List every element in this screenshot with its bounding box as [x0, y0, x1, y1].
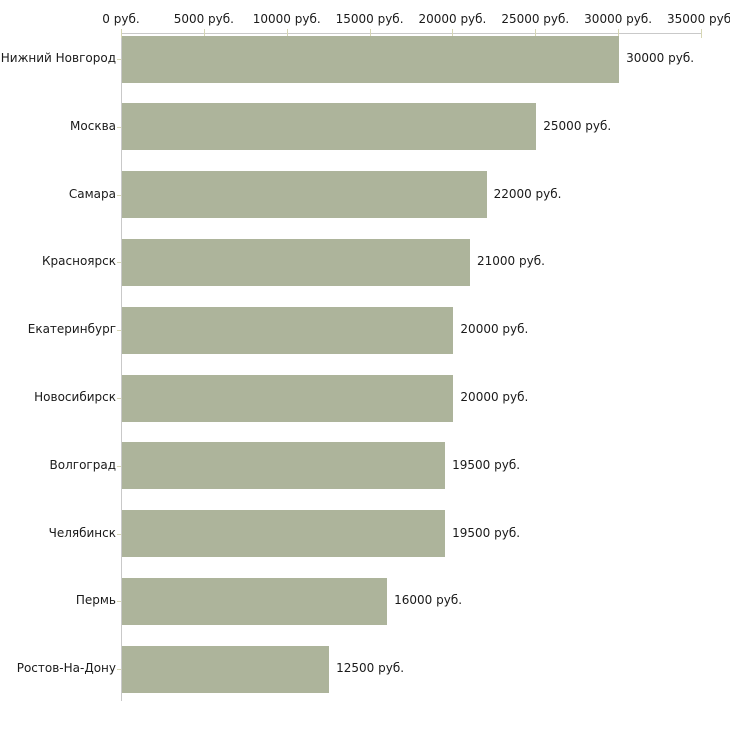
x-tick-label: 25000 руб. — [501, 12, 570, 26]
y-tick-mark — [117, 669, 121, 671]
category-label: Нижний Новгород — [0, 51, 116, 65]
x-tick-mark — [286, 29, 288, 38]
category-label: Москва — [70, 118, 116, 133]
x-tick-label: 10000 руб. — [252, 12, 321, 26]
value-label: 16000 руб. — [394, 593, 463, 608]
bar — [122, 171, 487, 219]
x-tick-label: 5000 руб. — [173, 12, 234, 26]
category-label: Пермь — [75, 593, 116, 608]
y-tick-mark — [117, 126, 121, 128]
bar — [122, 35, 620, 83]
y-tick-mark — [117, 465, 121, 467]
value-label: 20000 руб. — [460, 390, 529, 404]
value-label: 22000 руб. — [493, 186, 562, 201]
y-axis-line — [121, 33, 122, 701]
x-tick-mark — [369, 29, 371, 38]
x-axis-line — [121, 33, 701, 34]
bar — [122, 442, 446, 490]
category-label: Челябинск — [48, 525, 116, 540]
y-tick-mark — [117, 330, 121, 332]
value-label: 19500 руб. — [452, 457, 521, 472]
x-tick-mark — [121, 29, 122, 38]
y-tick-mark — [117, 262, 121, 264]
category-label: Красноярск — [42, 254, 116, 269]
value-label: 12500 руб. — [336, 661, 405, 676]
x-tick-mark — [701, 29, 702, 38]
value-label: 21000 руб. — [477, 254, 545, 269]
y-tick-mark — [117, 533, 121, 535]
bar — [122, 577, 388, 625]
y-tick-mark — [117, 194, 121, 196]
value-label: 30000 руб. — [626, 51, 695, 65]
bar — [122, 103, 537, 151]
x-tick-mark — [452, 29, 454, 38]
y-tick-mark — [117, 601, 121, 603]
x-tick-mark — [618, 29, 620, 38]
value-label: 25000 руб. — [543, 118, 612, 133]
category-label: Ростов-На-Дону — [16, 661, 116, 676]
category-label: Новосибирск — [34, 390, 116, 404]
x-tick-label: 35000 руб. — [667, 12, 730, 26]
bar — [122, 374, 454, 422]
x-tick-label: 15000 руб. — [335, 12, 404, 26]
x-tick-label: 30000 руб. — [584, 12, 653, 26]
x-tick-label: 20000 руб. — [418, 12, 487, 26]
x-tick-mark — [203, 29, 205, 38]
x-tick-label: 0 руб. — [102, 12, 140, 26]
category-label: Волгоград — [49, 457, 116, 472]
y-tick-mark — [117, 398, 121, 399]
x-tick-mark — [535, 29, 537, 38]
category-label: Екатеринбург — [27, 322, 116, 337]
y-tick-mark — [117, 59, 121, 60]
bar — [122, 510, 446, 558]
bar — [122, 306, 454, 354]
category-label: Самара — [68, 186, 116, 201]
bar — [122, 238, 470, 286]
bar — [122, 645, 330, 693]
value-label: 19500 руб. — [452, 525, 521, 540]
value-label: 20000 руб. — [460, 322, 529, 337]
